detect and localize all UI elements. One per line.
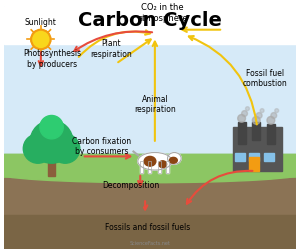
Circle shape [245,107,249,111]
Circle shape [30,120,73,163]
Text: Fossil fuel
combustion: Fossil fuel combustion [243,69,287,88]
FancyArrowPatch shape [39,52,43,65]
Circle shape [271,113,277,118]
Bar [4,178,296,222]
FancyBboxPatch shape [4,154,296,195]
Ellipse shape [167,152,181,164]
FancyArrowPatch shape [182,27,220,32]
Text: CO₂ in the
atmosphere: CO₂ in the atmosphere [137,3,188,23]
Circle shape [256,113,262,118]
Bar [4,215,296,249]
FancyArrowPatch shape [85,154,130,159]
FancyArrowPatch shape [187,171,253,204]
Bar [166,161,169,173]
Circle shape [238,115,245,122]
Text: Decomposition: Decomposition [102,181,159,190]
Bar [158,161,161,173]
Text: Sunlight: Sunlight [25,18,57,27]
Bar [4,6,296,171]
Circle shape [242,111,248,117]
Ellipse shape [138,152,172,170]
Bar [264,153,274,161]
Bar [238,122,245,144]
Circle shape [40,116,63,139]
Bar [235,153,244,161]
Text: Carbon Cycle: Carbon Cycle [78,11,222,30]
Circle shape [260,109,264,113]
FancyArrowPatch shape [118,39,151,62]
Ellipse shape [159,161,167,168]
Bar [4,154,296,179]
Text: Animal
respiration: Animal respiration [134,95,176,115]
FancyArrowPatch shape [138,176,142,186]
Circle shape [275,109,279,113]
Bar [249,157,259,171]
FancyArrowPatch shape [153,42,157,141]
Circle shape [51,134,80,163]
FancyArrowPatch shape [79,30,150,57]
FancyArrowPatch shape [189,36,257,124]
Bar [140,161,143,173]
Bar [166,161,169,173]
Bar [148,161,151,173]
Bar [267,124,275,144]
Circle shape [267,117,275,124]
Text: Fossils and fossil fuels: Fossils and fossil fuels [105,223,191,232]
Bar [140,161,143,173]
Circle shape [31,30,51,49]
FancyArrowPatch shape [74,31,152,51]
Text: Plant
respiration: Plant respiration [90,40,132,59]
Ellipse shape [144,156,156,166]
Bar [148,161,151,173]
Bar [4,6,296,44]
Bar [158,161,161,173]
Ellipse shape [0,163,300,183]
Text: ScienceFacts.net: ScienceFacts.net [130,241,170,246]
Text: Carbon fixation
by consumers: Carbon fixation by consumers [72,137,131,156]
Circle shape [23,134,52,163]
Bar [249,153,259,161]
FancyArrowPatch shape [143,201,147,210]
Bar [48,152,56,176]
Bar [252,122,260,140]
Circle shape [252,117,260,124]
Text: Photosynthesis
by producers: Photosynthesis by producers [23,49,82,69]
Bar [233,127,282,171]
Ellipse shape [169,157,177,163]
